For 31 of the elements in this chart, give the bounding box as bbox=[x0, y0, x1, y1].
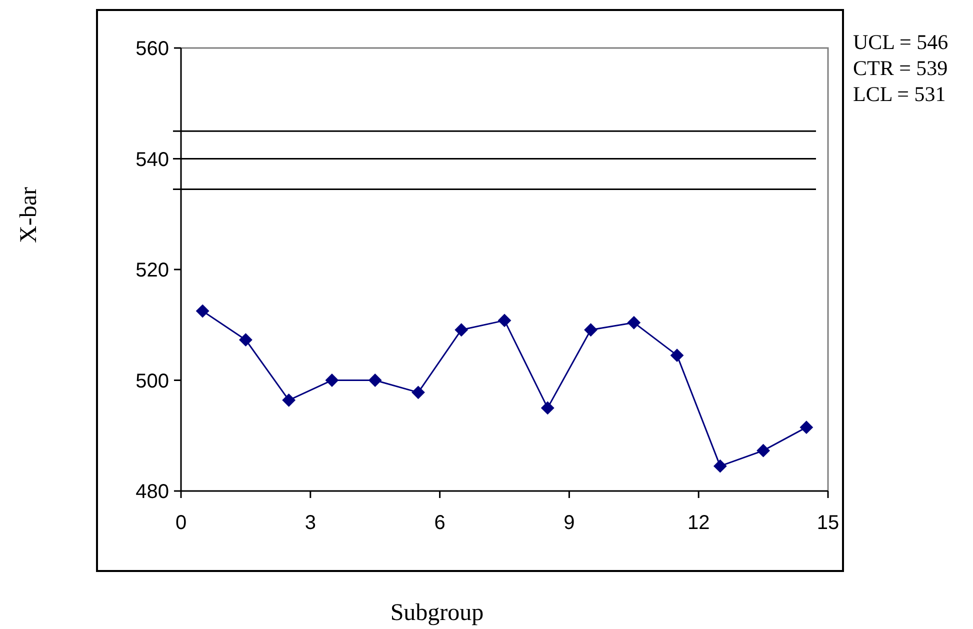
point bbox=[239, 333, 252, 346]
x-tick-label: 9 bbox=[564, 512, 575, 534]
y-tick-label: 500 bbox=[136, 370, 169, 392]
x-tick-label: 6 bbox=[434, 512, 446, 534]
text: LCL = 531 bbox=[853, 82, 946, 106]
point bbox=[714, 460, 727, 473]
text: CTR = 539 bbox=[853, 56, 948, 80]
y-tick-label: 560 bbox=[136, 38, 169, 60]
point bbox=[756, 444, 770, 458]
x-tick-label: 15 bbox=[816, 512, 840, 534]
point bbox=[498, 314, 511, 327]
point bbox=[282, 394, 296, 407]
point bbox=[454, 323, 468, 336]
point bbox=[800, 420, 813, 434]
point bbox=[196, 304, 210, 318]
point bbox=[584, 323, 598, 336]
point bbox=[627, 316, 640, 330]
point bbox=[368, 374, 382, 387]
text: UCL = 546 bbox=[853, 30, 948, 54]
point bbox=[541, 401, 554, 414]
point bbox=[412, 386, 425, 399]
x-tick-label: 12 bbox=[687, 512, 710, 534]
y-tick-label: 540 bbox=[136, 148, 169, 171]
x-tick-label: 0 bbox=[175, 512, 187, 534]
x-axis-title: Subgroup bbox=[390, 600, 484, 626]
y-axis-title: X-bar bbox=[16, 187, 42, 243]
x-tick-label: 3 bbox=[304, 512, 316, 534]
point bbox=[670, 348, 684, 362]
y-tick-label: 520 bbox=[136, 260, 169, 282]
point bbox=[325, 374, 338, 387]
y-tick-label: 480 bbox=[136, 481, 169, 503]
